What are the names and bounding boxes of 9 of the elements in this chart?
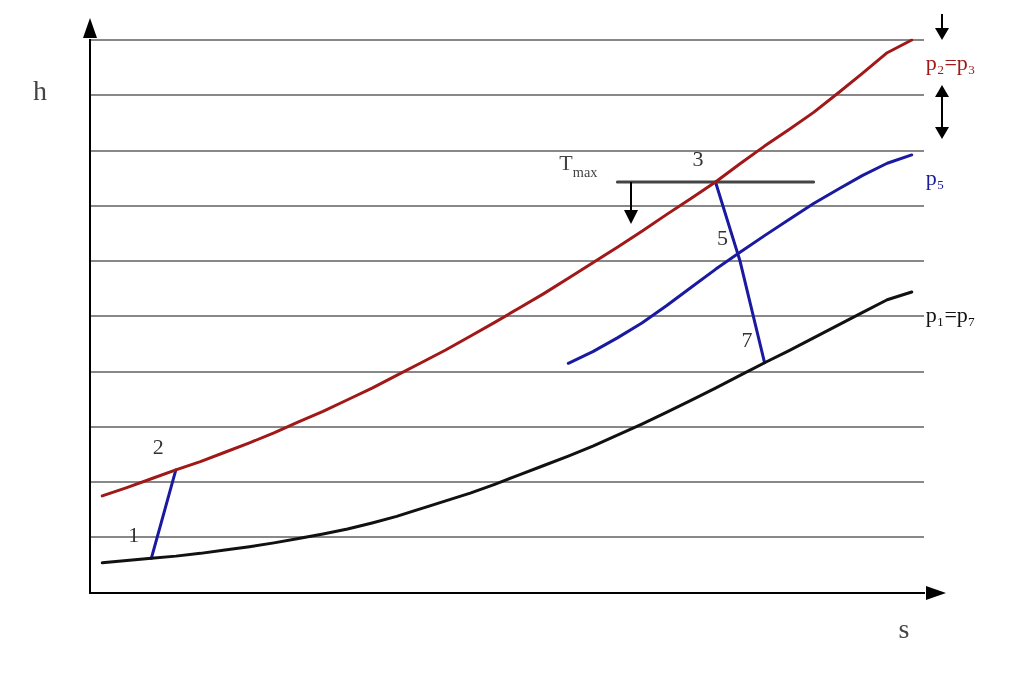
annotation: 5 xyxy=(717,225,729,251)
annotation: 2 xyxy=(152,433,164,459)
series-label: p₂=p₃ xyxy=(925,50,976,75)
series-label: p₅ xyxy=(925,164,945,190)
y-axis-title: h xyxy=(33,75,47,106)
x-axis-title: s xyxy=(898,612,910,644)
series-label: p₁=p₇ xyxy=(925,301,976,327)
annotation: 7 xyxy=(741,326,753,352)
annotation: 3 xyxy=(692,146,704,172)
